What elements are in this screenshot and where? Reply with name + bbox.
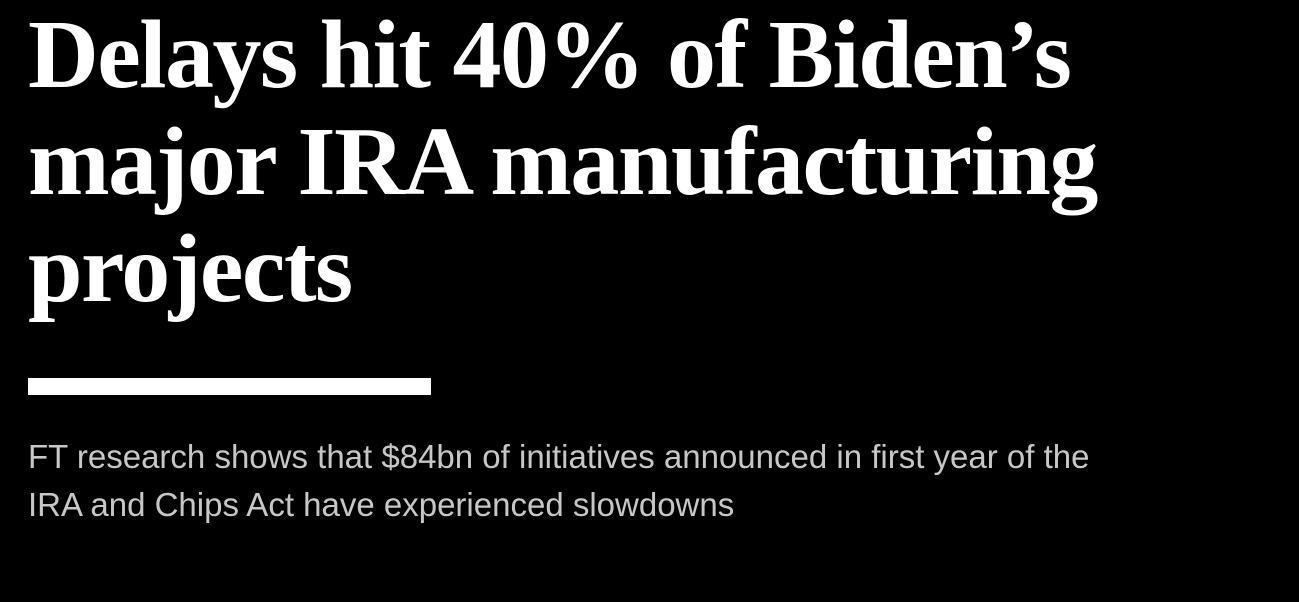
headline-line-1: Delays hit 40% of Biden’s [28, 1, 1072, 109]
headline-divider [28, 378, 431, 395]
headline-line-3: projects [28, 215, 353, 323]
article-standfirst: FT research shows that $84bn of initiati… [28, 433, 1089, 529]
standfirst-line-1: FT research shows that $84bn of initiati… [28, 438, 1090, 475]
headline-line-2: major IRA manufacturing [28, 108, 1098, 216]
article-headline: Delays hit 40% of Biden’s major IRA manu… [28, 1, 1098, 323]
standfirst-line-2: IRA and Chips Act have experienced slowd… [28, 486, 735, 523]
